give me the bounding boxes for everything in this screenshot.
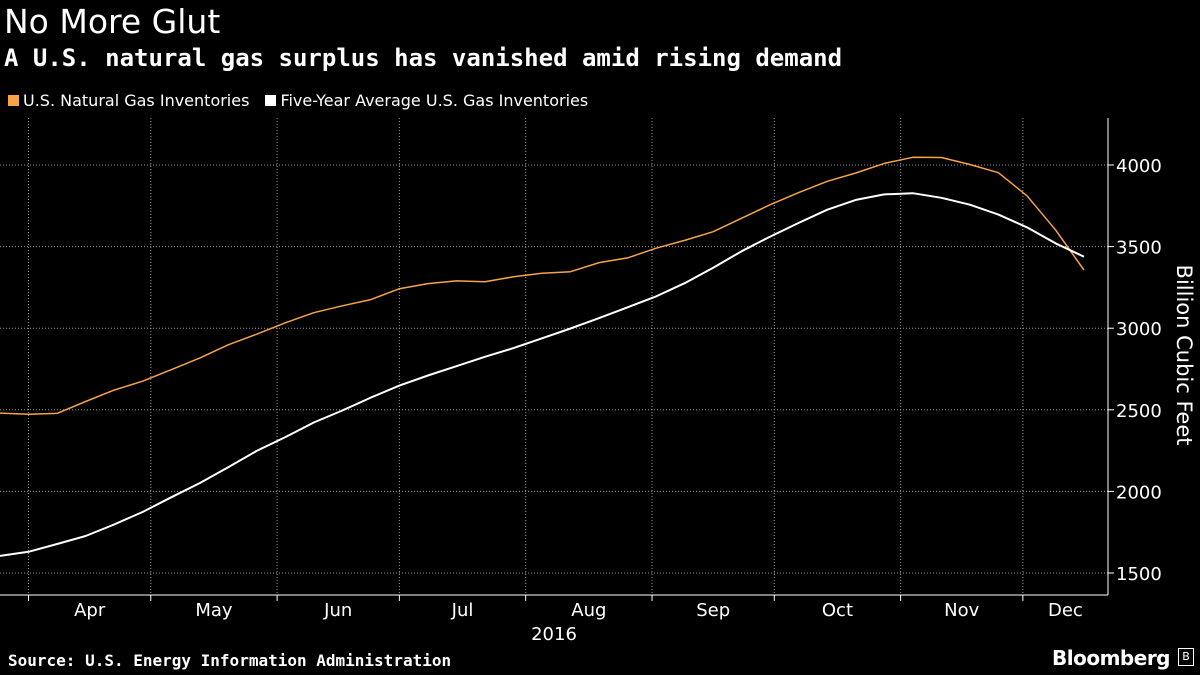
- legend-label: Five-Year Average U.S. Gas Inventories: [280, 91, 589, 110]
- series-lines: [0, 156, 1085, 557]
- x-tick-label: Oct: [822, 600, 853, 621]
- y-tick-label: 3000: [1116, 319, 1162, 340]
- y-tick-label: 3500: [1116, 238, 1162, 259]
- x-tick-label: Nov: [944, 600, 979, 621]
- x-tick-label: May: [195, 600, 233, 621]
- legend-label: U.S. Natural Gas Inventories: [23, 91, 250, 110]
- x-tick-label: Dec: [1048, 600, 1083, 621]
- chart-title: No More Glut: [4, 2, 221, 41]
- x-axis: Apr May Jun Jul Aug Sep Oct Nov Dec: [0, 594, 1108, 621]
- bloomberg-logo: Bloomberg: [1052, 646, 1170, 670]
- y-tick-label: 2000: [1116, 482, 1162, 503]
- x-axis-year-label: 2016: [531, 624, 577, 645]
- series-line-1: [0, 192, 1085, 557]
- y-axis-title: Billion Cubic Feet: [1172, 265, 1196, 446]
- x-tick-label: Sep: [696, 600, 730, 621]
- y-tick-label: 4000: [1116, 156, 1162, 177]
- gridlines: [0, 118, 1108, 595]
- chart-subtitle: A U.S. natural gas surplus has vanished …: [4, 44, 843, 72]
- x-tick-label: Apr: [74, 600, 106, 621]
- x-tick-label: Jul: [451, 600, 474, 621]
- source-note: Source: U.S. Energy Information Administ…: [8, 651, 452, 670]
- y-tick-label: 1500: [1116, 564, 1162, 585]
- y-axis: 1500 2000 2500 3000 3500 4000: [1107, 118, 1162, 595]
- legend-item-five-year-average: Five-Year Average U.S. Gas Inventories: [265, 91, 588, 110]
- y-tick-label: 2500: [1116, 401, 1162, 422]
- x-tick-label: Aug: [571, 600, 606, 621]
- legend-swatch: [8, 95, 19, 106]
- legend-item-inventories: U.S. Natural Gas Inventories: [8, 91, 249, 110]
- bloomberg-terminal-icon: B: [1178, 648, 1194, 666]
- x-tick-label: Jun: [323, 600, 352, 621]
- legend-swatch: [265, 95, 277, 106]
- series-line-0: [0, 156, 1085, 415]
- legend: U.S. Natural Gas Inventories Five-Year A…: [8, 91, 588, 110]
